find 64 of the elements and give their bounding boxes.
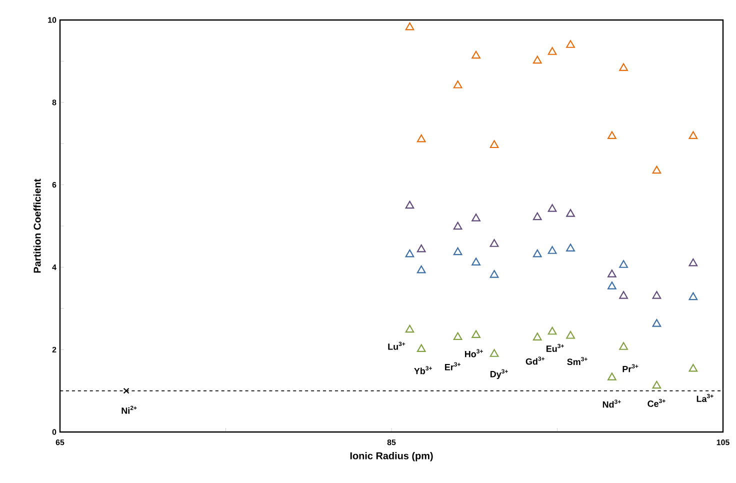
point — [472, 258, 480, 266]
point — [416, 134, 426, 142]
annotation: Ce$^{3+}$ — [648, 398, 666, 407]
x-axis-title: Ionic Radius (pm) — [350, 452, 433, 462]
point — [453, 247, 462, 256]
point — [688, 292, 698, 300]
point — [472, 50, 480, 59]
point — [608, 372, 616, 380]
point — [608, 282, 616, 290]
annotation: Lu$^{3+}$ — [388, 342, 406, 350]
annotation: Sm$^{3+}$ — [567, 356, 588, 366]
point — [490, 270, 499, 278]
point — [490, 349, 499, 357]
point — [688, 131, 698, 139]
point — [490, 140, 499, 148]
point — [608, 270, 616, 278]
point — [652, 319, 662, 327]
point — [453, 332, 462, 340]
point — [416, 265, 426, 274]
point — [416, 244, 426, 252]
point — [652, 380, 662, 389]
point — [490, 239, 499, 247]
point — [566, 244, 575, 252]
point — [416, 344, 426, 352]
point — [123, 388, 130, 394]
point — [472, 330, 480, 338]
point — [608, 131, 616, 139]
point — [532, 56, 542, 64]
point — [405, 249, 414, 258]
annotation: Er$^{3+}$ — [445, 362, 460, 370]
annotation: Gd$^{3+}$ — [526, 356, 545, 365]
annotation: Dy$^{3+}$ — [490, 369, 508, 380]
point — [548, 47, 557, 55]
point — [532, 249, 542, 258]
point — [532, 212, 542, 220]
annotation: Ho$^{3+}$ — [465, 349, 483, 358]
annotation: Nd$^{3+}$ — [602, 400, 621, 408]
point — [548, 204, 557, 212]
point — [453, 222, 462, 230]
annotation: Pr$^{3+}$ — [622, 364, 638, 372]
point — [532, 332, 542, 340]
y-axis-title: Partition Coefficient — [33, 178, 41, 273]
point — [566, 40, 575, 48]
point — [619, 260, 628, 268]
point — [652, 166, 662, 174]
point — [548, 246, 557, 254]
point — [472, 214, 480, 222]
point — [453, 80, 462, 88]
point — [566, 330, 575, 339]
annotation: La$^{3+}$ — [696, 394, 714, 402]
annotation: Eu$^{3+}$ — [546, 344, 564, 352]
point — [548, 326, 557, 335]
point — [405, 200, 414, 209]
point — [405, 324, 414, 333]
annotation: Ni$^{2+}$ — [122, 406, 137, 414]
point — [619, 63, 628, 71]
point — [405, 22, 414, 30]
annotation: Yb$^{3+}$ — [414, 366, 432, 374]
point — [688, 258, 698, 266]
point — [619, 342, 628, 350]
point — [652, 291, 662, 299]
point — [688, 364, 698, 372]
point — [566, 209, 575, 217]
point — [619, 291, 628, 299]
